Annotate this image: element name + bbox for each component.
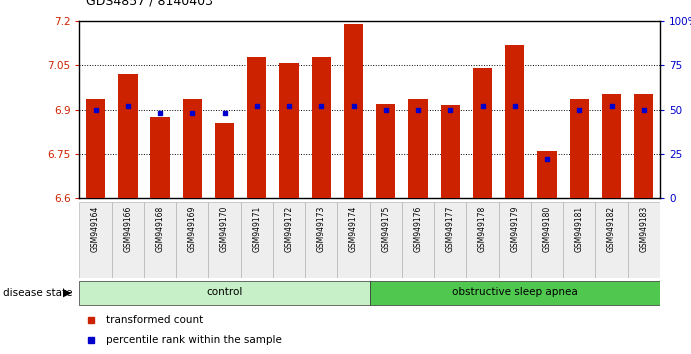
- Text: GSM949174: GSM949174: [349, 206, 358, 252]
- Text: GSM949182: GSM949182: [607, 206, 616, 252]
- Bar: [209, 202, 240, 278]
- Bar: [176, 202, 209, 278]
- Bar: [79, 202, 112, 278]
- Text: GSM949183: GSM949183: [639, 206, 648, 252]
- Text: GSM949168: GSM949168: [155, 206, 164, 252]
- Bar: [466, 202, 499, 278]
- Bar: [370, 202, 402, 278]
- Text: GSM949175: GSM949175: [381, 206, 390, 252]
- Text: GSM949169: GSM949169: [188, 206, 197, 252]
- Bar: [563, 202, 596, 278]
- Text: GSM949176: GSM949176: [413, 206, 423, 252]
- Bar: [112, 202, 144, 278]
- Bar: [531, 202, 563, 278]
- Bar: [118, 74, 138, 198]
- Bar: [473, 68, 492, 198]
- Bar: [182, 99, 202, 198]
- Bar: [370, 281, 660, 305]
- Text: percentile rank within the sample: percentile rank within the sample: [106, 335, 281, 345]
- Bar: [215, 123, 234, 198]
- Bar: [569, 99, 589, 198]
- Text: GSM949180: GSM949180: [542, 206, 551, 252]
- Bar: [337, 202, 370, 278]
- Text: GSM949172: GSM949172: [285, 206, 294, 252]
- Text: GSM949173: GSM949173: [316, 206, 326, 252]
- Bar: [344, 24, 363, 198]
- Text: GSM949178: GSM949178: [478, 206, 487, 252]
- Bar: [86, 99, 105, 198]
- Text: GSM949171: GSM949171: [252, 206, 261, 252]
- Bar: [79, 281, 370, 305]
- Bar: [279, 63, 299, 198]
- Text: GSM949164: GSM949164: [91, 206, 100, 252]
- Bar: [376, 104, 395, 198]
- Text: obstructive sleep apnea: obstructive sleep apnea: [452, 287, 578, 297]
- Text: ▶: ▶: [63, 288, 71, 298]
- Text: GSM949166: GSM949166: [123, 206, 133, 252]
- Text: GSM949181: GSM949181: [575, 206, 584, 252]
- Bar: [627, 202, 660, 278]
- Bar: [305, 202, 337, 278]
- Bar: [499, 202, 531, 278]
- Text: GSM949170: GSM949170: [220, 206, 229, 252]
- Bar: [538, 151, 557, 198]
- Text: control: control: [207, 287, 243, 297]
- Bar: [596, 202, 627, 278]
- Text: disease state: disease state: [3, 288, 73, 298]
- Bar: [602, 93, 621, 198]
- Text: transformed count: transformed count: [106, 315, 203, 325]
- Bar: [505, 45, 524, 198]
- Bar: [240, 202, 273, 278]
- Bar: [273, 202, 305, 278]
- Bar: [144, 202, 176, 278]
- Bar: [151, 117, 170, 198]
- Bar: [408, 99, 428, 198]
- Bar: [434, 202, 466, 278]
- Bar: [312, 57, 331, 198]
- Bar: [634, 93, 654, 198]
- Bar: [402, 202, 434, 278]
- Text: GSM949179: GSM949179: [510, 206, 520, 252]
- Text: GDS4857 / 8140403: GDS4857 / 8140403: [86, 0, 214, 7]
- Bar: [441, 105, 460, 198]
- Bar: [247, 57, 267, 198]
- Text: GSM949177: GSM949177: [446, 206, 455, 252]
